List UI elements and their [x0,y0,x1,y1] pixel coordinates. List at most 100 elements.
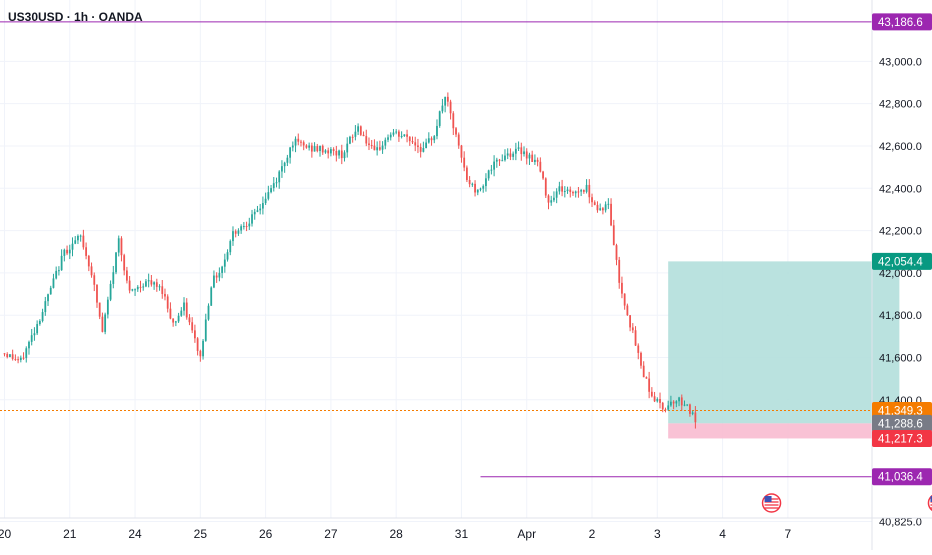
candle [664,409,667,411]
candle [41,312,44,321]
candle [408,136,411,142]
candle [338,150,340,156]
candle [463,157,466,168]
candle [648,378,651,392]
candle [63,249,66,256]
candle [77,235,79,241]
candle [253,211,256,215]
candle [199,350,202,357]
x-tick-label: Apr [517,527,536,541]
candle [580,190,583,192]
price-label: 41,036.4 [872,468,932,486]
candle [101,316,104,332]
candle [615,245,618,260]
candle [126,270,128,281]
candle [351,136,354,138]
us-flag-icon[interactable] [761,493,782,513]
candle [251,214,253,224]
y-tick-label: 41,800.0 [879,310,922,322]
candle [490,169,493,171]
candle [278,171,281,183]
candle [71,243,74,250]
candle [686,404,689,406]
candle [387,137,389,140]
candle [558,186,561,192]
candle [457,134,460,146]
candle [476,189,479,193]
candle [631,327,634,331]
candle [210,287,213,306]
candle [349,136,351,144]
candle [629,315,631,328]
candle [340,150,343,159]
candle [180,310,183,316]
price-label-text: 41,349.3 [878,406,923,418]
candle [319,145,321,152]
candle [25,348,28,359]
candle [134,289,136,291]
time-axis[interactable]: 20 21 24 25 26 27 28 31 Apr 2 3 4 7 [0,517,932,541]
candle [604,204,607,211]
candle [259,208,262,211]
us-flag-icon[interactable] [927,494,932,512]
candle [493,161,495,170]
loss-zone[interactable] [668,423,900,439]
candle [574,191,577,194]
x-tick-label: 4 [719,527,726,541]
candle [378,147,381,150]
candle [680,397,683,406]
symbol-title[interactable]: US30USD · 1h · OANDA [8,10,143,24]
candle [36,324,39,334]
candle [640,352,642,366]
candle [547,195,550,203]
candle [223,259,226,267]
candle [153,282,155,285]
candles-layer [3,92,697,429]
candle [161,286,164,294]
candle [291,145,294,148]
candle [332,149,335,151]
candle [482,186,485,189]
candle [406,134,408,137]
profit-zone[interactable] [668,261,900,424]
candle [436,125,438,137]
candle [452,113,455,129]
candle [85,247,87,256]
price-axis[interactable]: 43,000.0 42,800.0 42,600.0 42,400.0 42,200.0… [871,0,922,550]
price-labels: 43,186.642,054.441,349.314:5941,288.641,… [872,13,932,486]
y-tick-label: 43,000.0 [879,56,922,68]
position-tool[interactable] [668,261,900,439]
candle [155,282,158,287]
candle [28,341,30,349]
candle [106,299,109,315]
price-label-text: 42,054.4 [878,256,923,268]
candle [47,294,49,302]
horizontal-lines[interactable] [0,21,872,478]
candle [177,315,180,322]
candle [670,401,672,406]
candle [6,354,9,358]
candle [194,330,196,339]
candle [683,404,686,406]
price-label: 41,288.6 [872,414,932,432]
candle [204,319,207,341]
candle [234,231,237,234]
event-markers[interactable] [761,493,932,513]
candle [460,145,463,158]
price-label: 43,186.6 [872,13,932,31]
candle [327,150,330,154]
candle [270,188,272,193]
x-tick-label: 26 [259,527,273,541]
candle [588,184,591,198]
candle [3,353,6,355]
candle [471,183,474,185]
candle [232,231,234,242]
candle [286,157,289,163]
candle [272,183,275,189]
candle [384,139,387,146]
candle [302,142,305,146]
x-tick-label: 27 [324,527,338,541]
candle [174,321,177,323]
